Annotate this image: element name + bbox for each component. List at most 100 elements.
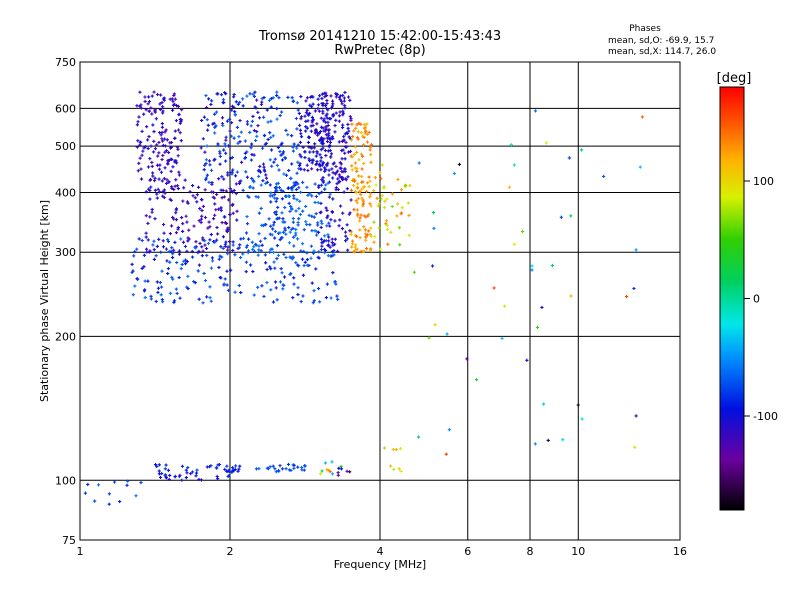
data-point	[302, 168, 306, 172]
data-point	[351, 134, 355, 139]
data-point	[349, 198, 353, 202]
data-point	[210, 256, 214, 260]
data-point	[155, 244, 159, 249]
data-point	[170, 246, 174, 250]
data-point	[348, 470, 352, 474]
data-point	[279, 153, 283, 157]
data-point	[343, 167, 347, 172]
data-point	[319, 159, 323, 163]
data-point	[155, 464, 159, 469]
data-point	[350, 122, 354, 126]
data-point	[362, 249, 366, 253]
data-point	[264, 261, 268, 265]
data-point	[161, 239, 165, 243]
data-point	[309, 105, 314, 109]
data-point	[550, 263, 555, 268]
data-point	[266, 467, 271, 471]
data-point	[252, 153, 256, 157]
data-point	[321, 240, 325, 244]
data-point	[236, 141, 240, 145]
data-point	[336, 177, 340, 181]
colorbar-tick-label: 100	[753, 175, 774, 188]
data-point	[163, 467, 167, 471]
data-point	[316, 133, 320, 137]
data-point	[331, 197, 335, 201]
y-tick-label: 300	[55, 246, 76, 259]
data-point	[148, 197, 152, 201]
data-point	[640, 115, 644, 119]
data-point	[427, 336, 431, 340]
data-point	[330, 135, 334, 139]
data-point	[340, 102, 344, 106]
colorbar-label: [deg]	[717, 71, 752, 86]
data-point	[168, 291, 173, 295]
data-point	[316, 230, 321, 234]
data-point	[369, 160, 373, 164]
data-point	[259, 249, 263, 253]
data-point	[305, 263, 309, 267]
colorbar	[719, 86, 745, 511]
data-point	[352, 250, 357, 254]
data-point	[349, 138, 354, 142]
data-point	[298, 123, 302, 127]
data-point	[276, 205, 280, 210]
data-point	[320, 163, 324, 167]
data-point	[200, 214, 204, 218]
y-tick-label: 100	[55, 474, 76, 487]
data-point	[361, 202, 366, 206]
data-point	[301, 209, 305, 213]
data-point	[362, 143, 366, 147]
data-point	[143, 95, 147, 99]
data-point	[265, 180, 269, 184]
data-point	[302, 228, 306, 232]
data-point	[177, 249, 182, 253]
y-tick-label: 600	[55, 102, 76, 115]
data-point	[287, 201, 291, 205]
data-point	[222, 148, 226, 152]
data-point	[96, 483, 101, 487]
data-point	[275, 107, 279, 111]
data-point	[156, 154, 160, 158]
data-point	[152, 239, 156, 243]
data-point	[313, 109, 317, 113]
data-point	[183, 244, 188, 249]
data-point	[223, 159, 228, 163]
data-point	[299, 249, 303, 253]
data-point	[185, 220, 189, 224]
data-point	[175, 184, 180, 188]
data-point	[160, 100, 164, 105]
data-point	[154, 117, 158, 121]
data-point	[180, 464, 185, 468]
data-point	[202, 271, 206, 276]
data-point	[280, 158, 285, 162]
data-point	[319, 237, 324, 241]
data-point	[323, 187, 327, 191]
data-point	[210, 99, 214, 103]
data-point	[297, 186, 301, 190]
data-point	[157, 463, 161, 467]
grid-lines	[80, 62, 680, 540]
data-point	[147, 250, 151, 254]
data-point	[86, 482, 90, 487]
data-point	[234, 182, 238, 186]
data-point	[308, 111, 312, 116]
data-point	[335, 169, 340, 173]
data-point	[304, 99, 308, 103]
data-point	[281, 152, 285, 156]
data-point	[308, 103, 312, 107]
data-point	[360, 196, 364, 200]
data-point	[149, 297, 153, 301]
data-point	[156, 290, 160, 295]
data-point	[219, 93, 224, 97]
data-point	[365, 140, 370, 144]
data-point	[389, 230, 393, 234]
data-point	[321, 126, 325, 130]
data-point	[160, 179, 164, 183]
data-point	[243, 139, 247, 143]
data-point	[324, 183, 328, 187]
data-point	[179, 118, 184, 122]
data-point	[358, 236, 362, 240]
data-point	[234, 464, 238, 468]
data-point	[159, 293, 163, 297]
data-point	[295, 237, 300, 241]
